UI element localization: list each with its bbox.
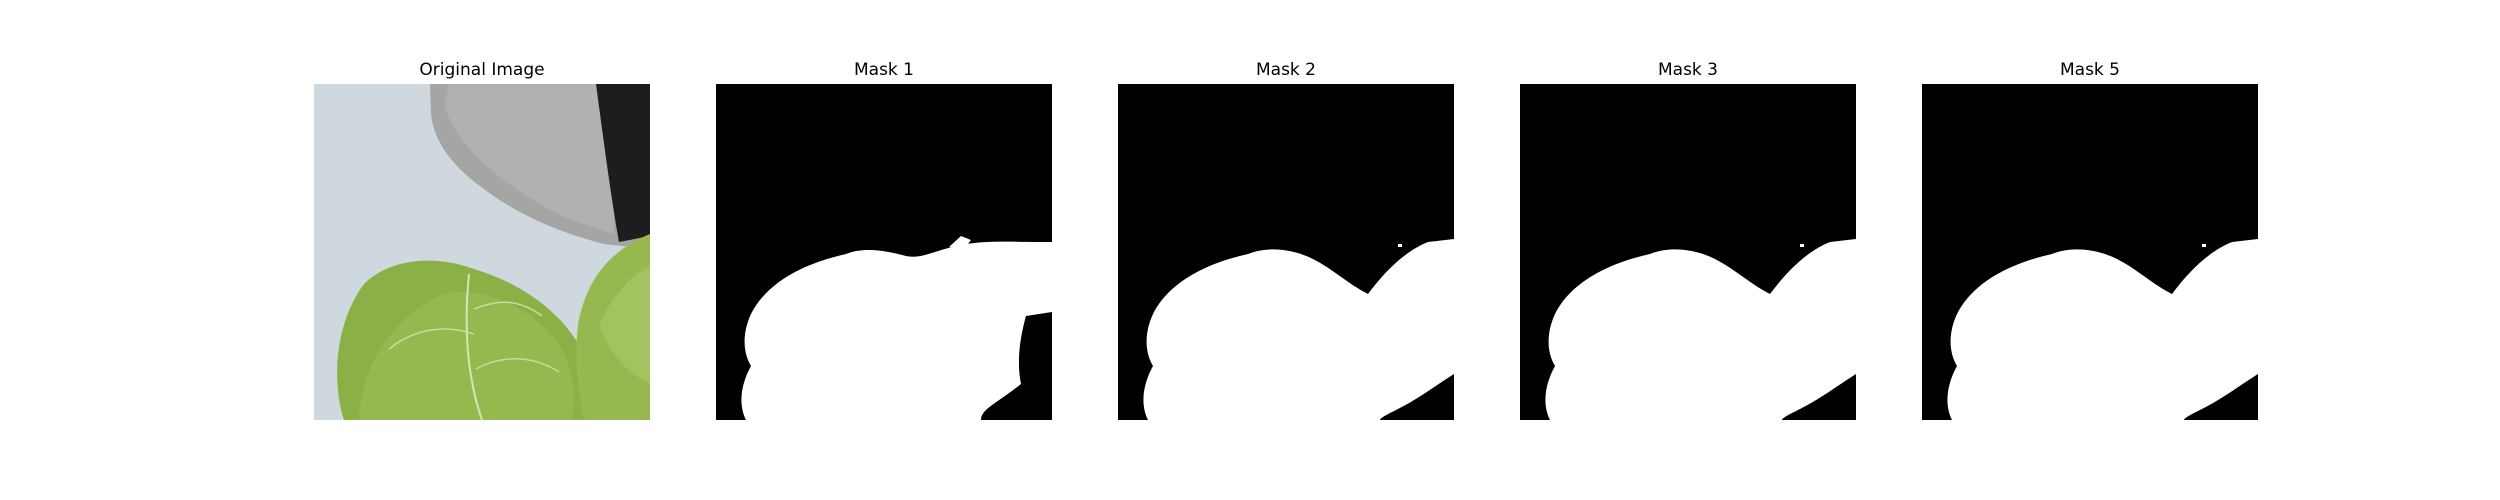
mask-speck [2202,244,2206,247]
mask-foreground-fragment [949,236,971,249]
leaf-vein [465,273,483,420]
panel-mask-1: Mask 1 [716,58,1052,420]
mask-foreground [741,241,1052,420]
mask-foreground [1143,239,1454,420]
panel-original-image: Original Image [314,58,650,420]
mask-speck [1398,244,1402,247]
panel-mask-3: Mask 3 [1520,58,1856,420]
panel-mask-5: Mask 5 [1922,58,2258,420]
mask-5-image [1922,84,2258,420]
mask-3-image [1520,84,1856,420]
panel-title: Mask 3 [1657,60,1718,80]
pot-highlight [444,84,614,234]
leaf-left-light [359,291,575,420]
mask-foreground [1545,239,1856,420]
mask-1-image [716,84,1052,420]
leaf-vein-branch [388,301,560,373]
original-image [314,84,650,420]
mask-foreground [1947,239,2258,420]
panel-title: Original Image [419,60,545,80]
mask-2-image [1118,84,1454,420]
panel-mask-2: Mask 2 [1118,58,1454,420]
mask-speck [1800,244,1804,247]
panel-title: Mask 5 [2059,60,2120,80]
pot-rim [596,84,650,242]
leaf-right-light [599,266,650,384]
panel-title: Mask 2 [1255,60,1316,80]
panel-title: Mask 1 [853,60,914,80]
